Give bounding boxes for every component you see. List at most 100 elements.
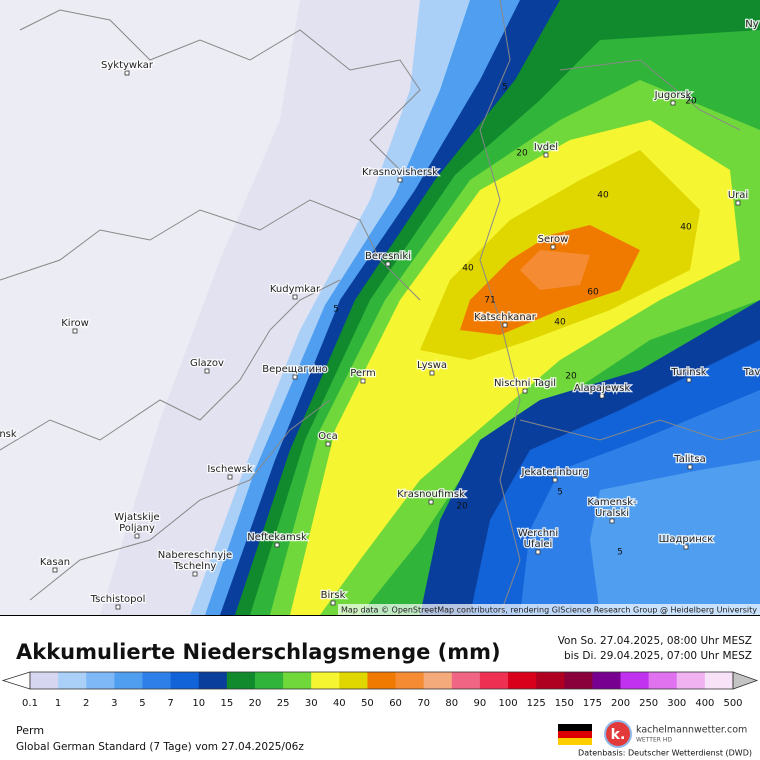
legend-label: 5 <box>139 698 145 709</box>
legend-swatch <box>311 672 340 689</box>
legend-label: 7 <box>167 698 173 709</box>
isoline-label: 40 <box>462 264 474 274</box>
city-label: Ivdel <box>534 142 558 153</box>
city-label: Верещагино <box>262 364 327 375</box>
city-marker <box>115 604 121 610</box>
logo <box>604 720 632 748</box>
city-marker <box>227 474 233 480</box>
city-labels: Syktywkar Krasnovishersk Ivdel Jugorsk Urai S… <box>0 18 760 610</box>
legend-label: 80 <box>445 698 458 709</box>
legend-label: 40 <box>333 698 346 709</box>
legend-swatch <box>676 672 706 689</box>
isoline-label: 71 <box>484 296 495 306</box>
city-label: Oca <box>318 431 338 442</box>
city-marker <box>325 441 331 447</box>
legend-swatch <box>226 672 256 689</box>
logo-mark: k. <box>611 727 626 743</box>
border <box>559 59 741 131</box>
city-label: Birsk <box>321 590 346 601</box>
city-label: Lyswa <box>417 360 447 371</box>
city-label: Ny <box>745 19 758 30</box>
city-label: Syktywkar <box>101 60 154 71</box>
city-marker <box>535 549 541 555</box>
city-label: Perm <box>350 368 376 379</box>
city-label: Tschistopol <box>90 594 146 605</box>
city-label: Glazov <box>190 358 224 369</box>
city-label: Nabereschnyje <box>158 550 232 561</box>
city-marker <box>292 294 298 300</box>
city-label: Kamensk- <box>587 497 637 508</box>
isoline-label: 5 <box>617 548 623 558</box>
legend-label: 500 <box>723 698 742 709</box>
dry-area <box>0 0 300 615</box>
legend-label: 15 <box>220 698 233 709</box>
isoline-label: 20 <box>516 149 528 159</box>
legend-swatch <box>283 672 312 689</box>
city-marker <box>134 533 140 539</box>
isoline-labels: 71 40 40 40 60 40 20 20 20 20 5 5 5 5 <box>333 83 697 558</box>
city-marker <box>292 374 298 380</box>
legend-swatch <box>648 672 678 689</box>
city-marker <box>429 370 435 376</box>
legend-label: 60 <box>389 698 402 709</box>
isoline-label: 5 <box>333 305 339 315</box>
legend-label: 400 <box>695 698 714 709</box>
legend-arrow-right <box>732 671 759 690</box>
legend-label: 1 <box>55 698 61 709</box>
city-marker <box>502 322 508 328</box>
legend-label: 150 <box>555 698 574 709</box>
city-label: Beresniki <box>365 251 411 262</box>
city-marker <box>686 377 692 383</box>
legend-swatch <box>86 672 115 689</box>
city-marker <box>670 100 676 106</box>
city-marker <box>428 499 434 505</box>
city-label: Krasnovishersk <box>362 167 438 178</box>
city-marker <box>52 567 58 573</box>
city-marker <box>385 261 391 267</box>
legend-swatch <box>564 672 593 689</box>
city-marker <box>609 518 615 524</box>
legend-arrow-left <box>1 671 31 690</box>
legend-swatch <box>254 672 284 689</box>
legend-swatch <box>30 672 59 689</box>
legend-swatch <box>536 672 565 689</box>
city-marker <box>360 378 366 384</box>
city-label: Kudymkar <box>270 284 321 295</box>
title: Akkumulierte Niederschlagsmenge (mm) <box>16 640 501 664</box>
isoline-label: 20 <box>685 97 697 107</box>
city-label: Krasnoufimsk <box>397 489 465 500</box>
legend-swatch <box>508 672 537 689</box>
city-marker <box>274 542 280 548</box>
legend-label: 2 <box>83 698 89 709</box>
legend-swatch <box>423 672 453 689</box>
city-label: Ischewsk <box>207 464 253 475</box>
border <box>0 279 341 451</box>
city-marker <box>687 464 693 470</box>
source: Datenbasis: Deutscher Wetterdienst (DWD) <box>578 749 752 758</box>
border <box>0 199 421 301</box>
city-marker <box>522 388 528 394</box>
city-label: Kirow <box>61 318 89 329</box>
city-marker <box>204 368 210 374</box>
legend-label: 30 <box>305 698 318 709</box>
isoline-label: 60 <box>587 288 599 298</box>
period-from: Von So. 27.04.2025, 08:00 Uhr MESZ <box>558 635 752 647</box>
legend-swatch <box>620 672 650 689</box>
legend-swatch <box>170 672 200 689</box>
attribution: Map data © OpenStreetMap contributors, r… <box>341 606 757 615</box>
attribution-bg <box>338 604 760 615</box>
isoline-label: 5 <box>557 488 563 498</box>
city-label: Jugorsk <box>654 90 692 101</box>
isoline-label: 40 <box>597 191 609 201</box>
city-label: Ufalei <box>524 539 553 550</box>
legend-swatch <box>704 672 734 689</box>
brand: kachelmannwetter.com <box>636 725 747 736</box>
brand-sub: WETTER HD <box>636 737 672 744</box>
period-to: bis Di. 29.04.2025, 07:00 Uhr MESZ <box>564 650 752 662</box>
border <box>29 399 331 601</box>
legend-label: 250 <box>639 698 658 709</box>
location: Perm <box>16 724 44 737</box>
border <box>519 419 760 441</box>
city-label: Nischni Tagil <box>494 378 556 389</box>
